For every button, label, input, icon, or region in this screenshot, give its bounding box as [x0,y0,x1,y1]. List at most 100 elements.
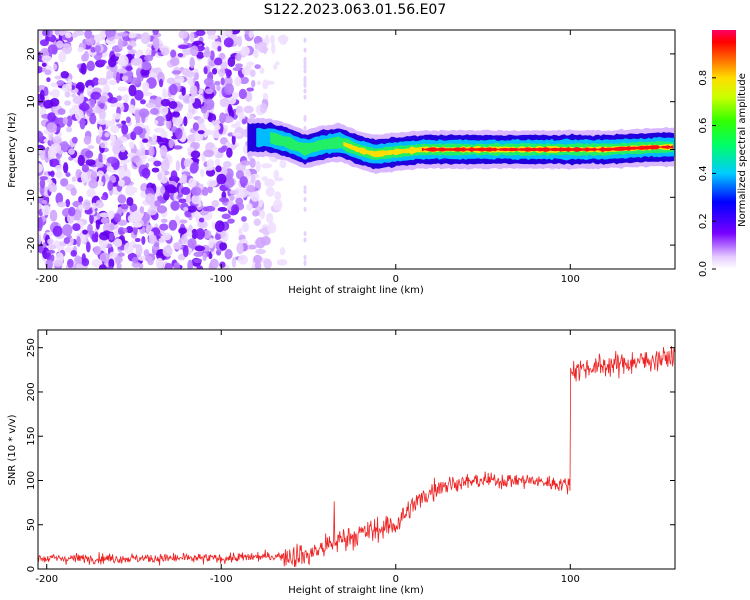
heatmap-noise-cell [269,34,275,45]
heatmap-noise-cell [208,237,215,249]
heatmap-noise-cell [100,142,106,149]
heatmap-noise-cell [250,174,256,184]
heatmap-noise-cell [259,103,268,114]
heatmap-noise-cell [66,126,73,133]
heatmap-noise-cell [147,208,157,216]
heatmap-noise-cell [49,209,58,222]
heatmap-noise-cell [100,217,110,224]
heatmap-noise-cell [246,203,253,211]
heatmap-noise-cell [220,77,225,86]
heatmap-noise-cell [188,224,193,232]
heatmap-noise-cell [85,150,94,159]
heatmap-noise-cell [197,130,205,135]
heatmap-noise-cell [141,235,146,245]
heatmap-noise-cell [198,217,205,223]
heatmap-noise-cell [200,168,205,178]
heatmap-noise-cell [141,61,152,71]
colorbar-ticks: 0.0 0.2 0.4 0.6 0.8 [698,70,716,277]
heatmap-noise-cell [148,72,157,78]
heatmap-noise-cell [140,32,151,45]
heatmap-noise-cell [115,102,124,108]
heatmap-noise-cell [187,259,193,269]
heatmap-noise-cell [107,97,119,104]
heatmap-noise-cell [267,222,277,234]
heatmap-noise-cell [55,192,64,205]
heatmap-noise-cell [200,105,208,114]
heatmap-noise-cell [188,177,197,189]
heatmap-noise-cell [94,201,104,209]
heatmap-noise-cell [89,113,97,125]
x-tick-label: -200 [35,274,58,285]
heatmap-noise-cell [171,70,182,75]
heatmap-noise-cell [80,62,87,75]
heatmap-noise-cell [95,161,104,168]
heatmap-noise-cell [160,218,168,223]
heatmap-noise-cell [106,166,114,173]
heatmap-noise-cell [152,30,159,36]
heatmap-noise-cell [131,256,139,264]
heatmap-noise-cell [160,185,166,195]
snr-x-axis-label: Height of straight line (km) [288,585,424,596]
heatmap-noise-cell [162,232,172,241]
heatmap-noise-cell [227,56,236,68]
heatmap-noise-cell [96,170,105,177]
heatmap-noise-cell [142,81,150,93]
heatmap-noise-cell [80,171,88,184]
heatmap-noise-cell [170,49,177,58]
heatmap-noise-cell [246,184,256,193]
heatmap-noise-cell [192,122,199,131]
heatmap-noise-cell [252,209,260,217]
heatmap-noise-cell [227,218,235,224]
heatmap-noise-cell [189,164,198,174]
heatmap-noise-cell [66,258,74,268]
heatmap-noise-cell [134,89,144,101]
heatmap-noise-cell [131,261,141,268]
heatmap-noise-cell [112,144,121,155]
heatmap-noise-cell [143,249,150,257]
heatmap-noise-cell [44,69,52,76]
heatmap-noise-cell [264,178,276,188]
heatmap-noise-cell [104,132,110,138]
heatmap-noise-cell [56,201,67,208]
heatmap-noise-cell [303,231,307,237]
heatmap-noise-cell [81,253,86,263]
heatmap-noise-cell [100,195,106,200]
heatmap-noise-cell [97,77,108,86]
heatmap-noise-cell [178,227,188,235]
heatmap-noise-cell [229,194,235,201]
heatmap-noise-cell [241,222,250,233]
y-tick-label: 20 [26,48,37,61]
heatmap-noise-cell [145,102,156,108]
heatmap-noise-cell [126,196,134,206]
heatmap-noise-cell [216,173,227,185]
y-tick-label: 200 [26,382,37,401]
heatmap-noise-cell [151,133,158,142]
heatmap-noise-cell [43,86,49,97]
heatmap-noise-cell [154,200,161,207]
heatmap-noise-cell [93,34,104,42]
heatmap-noise-cell [128,84,137,97]
heatmap-noise-cell [172,241,183,250]
heatmap-noise-cell [98,126,103,138]
heatmap-noise-cell [303,197,307,203]
heatmap-noise-cell [279,159,287,169]
heatmap-noise-cell [50,170,55,178]
heatmap-noise-cell [126,45,133,51]
heatmap-noise-cell [160,47,170,56]
heatmap-noise-cell [303,94,307,100]
heatmap-noise-cell [177,254,186,261]
heatmap-noise-cell [217,207,228,212]
heatmap-noise-cell [204,98,215,111]
heatmap-noise-cell [128,104,136,114]
heatmap-noise-cell [160,98,171,107]
heatmap-noise-cell [39,39,49,47]
heatmap-noise-cell [274,177,284,182]
heatmap-noise-cell [250,79,256,88]
heatmap-noise-cell [113,230,119,237]
heatmap-noise-cell [229,189,240,195]
heatmap-noise-cell [261,163,273,169]
heatmap-noise-cell [194,72,199,81]
heatmap-noise-cell [39,89,45,101]
heatmap-noise-cell [260,236,271,246]
heatmap-noise-cell [170,170,178,180]
